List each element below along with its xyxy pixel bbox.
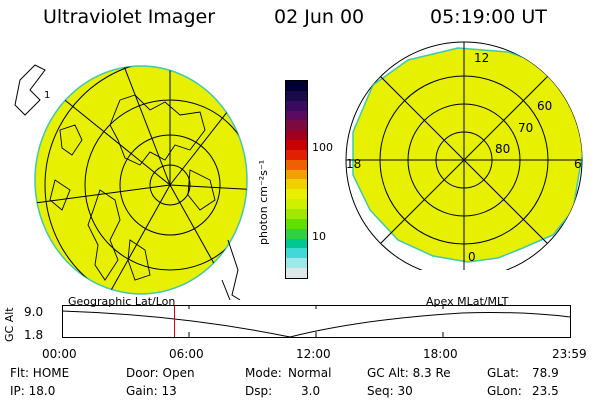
colorbar-stop [286, 189, 307, 200]
colorbar-stop [286, 179, 307, 190]
app-title: Ultraviolet Imager [43, 6, 216, 28]
geographic-map: 1 [14, 64, 248, 300]
colorbar-stop [286, 199, 307, 209]
mlt-polar-map: 12 18 6 0 60 70 80 [345, 41, 583, 270]
status-ip: IP: 18.0 [10, 384, 56, 398]
altitude-y-bottom: 1.8 [24, 328, 44, 342]
colorbar-stop [286, 90, 307, 101]
mlt-label-6: 6 [574, 157, 582, 171]
altitude-y-top: 9.0 [24, 305, 44, 319]
colorbar-stop [286, 100, 307, 111]
colorbar [285, 80, 308, 279]
coastline-outlines [49, 94, 216, 281]
colorbar-stop [286, 159, 307, 170]
mlat-label-80: 80 [495, 142, 510, 156]
offscreen-coastlines [14, 64, 241, 300]
status-door: Door: Open [126, 366, 195, 380]
status-mode-label: Mode: [245, 366, 282, 380]
grid-label-1: 1 [44, 90, 50, 101]
time-label: 05:19:00 UT [430, 6, 547, 28]
mlat-label-60: 60 [537, 99, 552, 113]
colorbar-stop [286, 140, 307, 150]
colorbar-stop [286, 169, 307, 180]
colorbar-stop [286, 208, 307, 219]
status-glat-label: GLat: [487, 366, 520, 380]
colorbar-stop [286, 81, 307, 91]
colorbar-stop [286, 130, 307, 141]
status-gcalt: GC Alt: 8.3 Re [367, 366, 451, 380]
mlt-grid [346, 42, 582, 270]
colorbar-stop [286, 149, 307, 160]
time-tick-0600: 06:00 [169, 347, 204, 361]
colorbar-stop [286, 248, 307, 259]
geographic-label: Geographic Lat/Lon [68, 295, 176, 308]
colorbar-stop [286, 228, 307, 239]
mlt-image-fill [352, 47, 582, 263]
altitude-curve [62, 310, 571, 338]
geographic-image-fill [34, 65, 248, 295]
colorbar-stop [286, 258, 307, 269]
status-glat-value: 78.9 [532, 366, 559, 380]
mlt-label-18: 18 [346, 157, 361, 171]
altitude-ticks [188, 305, 444, 338]
status-mode-value: Normal [288, 366, 332, 380]
altitude-plot [62, 305, 571, 338]
mlat-label-70: 70 [518, 121, 533, 135]
status-gain: Gain: 13 [126, 384, 177, 398]
colorbar-tick-100: 100 [312, 141, 333, 154]
status-dsp-value: 3.0 [301, 384, 321, 398]
status-dsp-label: Dsp: [245, 384, 273, 398]
status-glon-label: GLon: [487, 384, 522, 398]
status-seq: Seq: 30 [367, 384, 413, 398]
colorbar-stop [286, 268, 307, 278]
time-tick-0000: 00:00 [42, 347, 77, 361]
colorbar-stop [286, 120, 307, 131]
colorbar-stop [286, 218, 307, 229]
status-glon-value: 23.5 [532, 384, 559, 398]
mlt-label-0: 0 [468, 250, 476, 264]
colorbar-stop [286, 238, 307, 249]
date-label: 02 Jun 00 [274, 6, 365, 28]
mlt-label-12: 12 [474, 51, 489, 65]
colorbar-stop [286, 110, 307, 121]
colorbar-unit-label: photon cm⁻²s⁻¹ [257, 159, 270, 245]
time-tick-1800: 18:00 [423, 347, 458, 361]
time-tick-2359: 23:59 [552, 347, 587, 361]
mlt-label: Apex MLat/MLT [426, 295, 509, 308]
altitude-axis-title: GC Alt [3, 307, 16, 342]
status-flt: Flt: HOME [10, 366, 70, 380]
time-tick-1200: 12:00 [296, 347, 331, 361]
colorbar-tick-10: 10 [312, 230, 326, 243]
